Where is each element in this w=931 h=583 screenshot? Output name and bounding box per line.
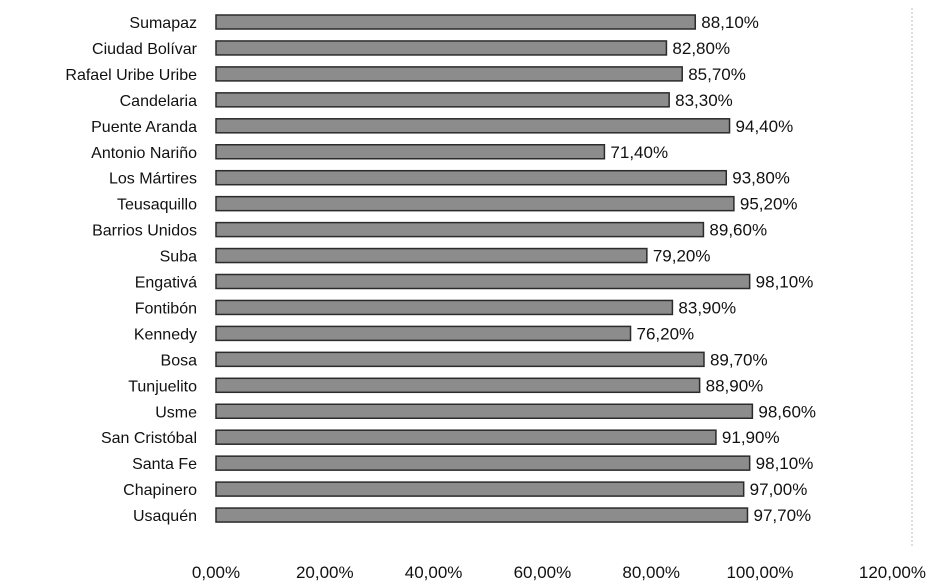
bar	[215, 169, 728, 186]
bars-group	[215, 14, 754, 523]
x-tick-label: 20,00%	[296, 563, 354, 582]
value-label: 82,80%	[672, 39, 730, 58]
value-label: 89,70%	[710, 350, 768, 369]
category-label: Bosa	[161, 352, 198, 369]
category-label: Los Mártires	[109, 171, 197, 188]
category-label: Teusaquillo	[117, 197, 197, 214]
bar	[215, 351, 705, 368]
bar	[215, 14, 697, 30]
bar	[215, 455, 751, 471]
bar	[215, 403, 754, 419]
bar	[215, 92, 670, 108]
category-label: Kennedy	[134, 326, 197, 343]
bar	[215, 507, 749, 523]
bar	[215, 195, 735, 212]
category-label: Barrios Unidos	[92, 223, 197, 240]
bar	[215, 66, 683, 82]
bar	[215, 40, 668, 56]
bar	[215, 118, 731, 134]
value-label: 98,10%	[756, 273, 814, 292]
category-labels-group: Sumapaz Ciudad Bolívar Rafael Uribe Uribe C…	[65, 15, 197, 525]
x-axis-ticks-group: 0,00% 20,00% 40,00% 60,00% 80,00% 100,00% 120,…	[192, 563, 926, 582]
bar	[215, 273, 751, 290]
value-label: 97,70%	[753, 506, 811, 525]
category-label: Santa Fe	[132, 456, 197, 473]
value-label: 76,20%	[637, 324, 695, 343]
category-label: Usaquén	[133, 508, 197, 525]
value-label: 88,10%	[701, 13, 759, 32]
value-label: 85,70%	[688, 65, 746, 84]
x-tick-label: 80,00%	[622, 563, 680, 582]
bar	[215, 429, 717, 445]
category-label: Antonio Nariño	[91, 145, 197, 162]
bar	[215, 144, 606, 160]
x-tick-label: 60,00%	[514, 563, 572, 582]
category-label: Engativá	[135, 275, 197, 292]
x-tick-label: 100,00%	[726, 563, 793, 582]
bar	[215, 299, 674, 316]
bar	[215, 377, 701, 394]
category-label: Fontibón	[135, 300, 197, 317]
bar	[215, 481, 745, 497]
value-label: 89,60%	[709, 221, 767, 240]
bar	[215, 221, 705, 238]
value-label: 95,20%	[740, 195, 798, 214]
category-label: Chapinero	[123, 482, 197, 499]
category-label: Tunjuelito	[128, 378, 197, 395]
category-label: Sumapaz	[129, 15, 197, 32]
value-label: 83,90%	[678, 298, 736, 317]
value-labels-group: 88,10% 82,80% 85,70% 83,30%94,40% 71,40% 93,8…	[610, 13, 816, 525]
x-tick-label: 40,00%	[405, 563, 463, 582]
x-tick-label: 120,00%	[859, 563, 926, 582]
category-label: Puente Aranda	[91, 119, 197, 136]
value-label: 94,40%	[736, 117, 794, 136]
x-tick-label: 0,00%	[192, 563, 240, 582]
category-label: San Cristóbal	[101, 430, 197, 447]
value-label: 93,80%	[732, 169, 790, 188]
bar	[215, 247, 648, 264]
value-label: 83,30%	[675, 91, 733, 110]
category-label: Suba	[160, 249, 197, 266]
value-label: 91,90%	[722, 428, 780, 447]
category-label: Rafael Uribe Uribe	[65, 67, 197, 84]
value-label: 98,10%	[756, 454, 814, 473]
value-label: 88,90%	[706, 376, 764, 395]
value-label: 71,40%	[610, 143, 668, 162]
value-label: 97,00%	[750, 480, 808, 499]
bar	[215, 325, 632, 342]
value-label: 98,60%	[758, 402, 816, 421]
category-label: Ciudad Bolívar	[92, 41, 198, 58]
category-label: Candelaria	[120, 93, 197, 110]
category-label: Usme	[155, 404, 197, 421]
value-label: 79,20%	[653, 247, 711, 266]
